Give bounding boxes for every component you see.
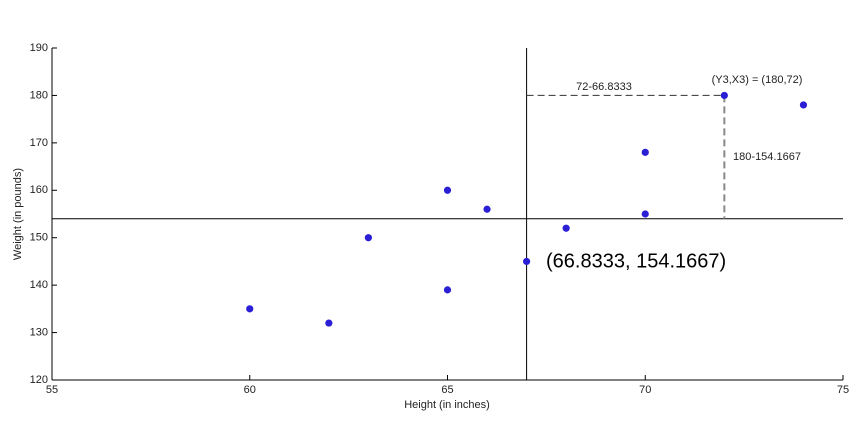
y-tick-label: 140 (30, 279, 48, 291)
point (641, 148, 649, 156)
x-axis-label: Height (in inches) (404, 399, 490, 411)
annotation: 72-66.8333 (576, 81, 632, 93)
point (523, 257, 531, 266)
y-tick-label: 150 (30, 232, 48, 244)
x-tick-label: 65 (441, 384, 453, 396)
y-tick-label: 170 (30, 137, 48, 149)
x-tick-label: 55 (46, 384, 58, 396)
point (483, 205, 491, 213)
x-tick-label: 75 (837, 384, 849, 396)
point (364, 234, 372, 242)
x-tick-label: 70 (639, 384, 651, 396)
point (443, 186, 452, 194)
point (443, 286, 452, 294)
point (799, 101, 808, 109)
annotation: (66.8333, 154.1667) (546, 250, 726, 272)
annotation: (Y3,X3) = (180,72) (712, 74, 803, 86)
annotation: 180-154.1667 (733, 151, 801, 163)
y-axis-label: Weight (in pounds) (12, 168, 24, 260)
point (720, 91, 728, 100)
point (562, 224, 570, 232)
x-tick-label: 60 (244, 384, 256, 396)
y-tick-label: 120 (30, 374, 48, 386)
y-tick-label: 160 (30, 184, 48, 196)
y-tick-label: 180 (30, 89, 48, 101)
y-tick-label: 130 (30, 326, 48, 338)
point (325, 319, 333, 327)
point (246, 305, 254, 313)
y-tick-label: 190 (30, 42, 48, 54)
point (641, 210, 649, 218)
